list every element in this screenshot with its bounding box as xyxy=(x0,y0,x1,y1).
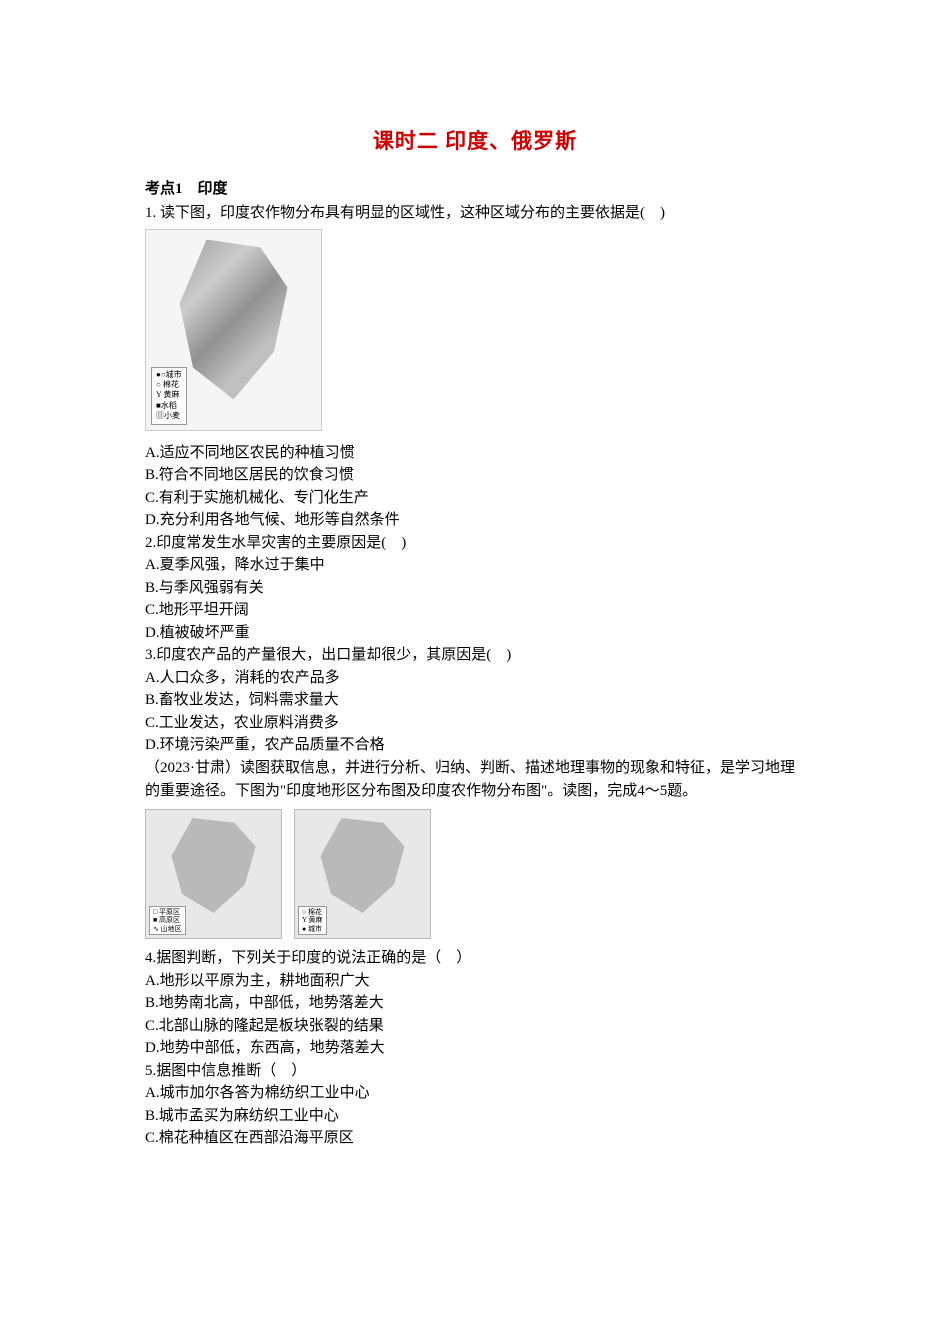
legend-item: Y 黄麻 xyxy=(302,916,323,924)
map-image: ●○城市 ○ 棉花 Y 黄麻 ■水稻 ▥小麦 xyxy=(145,229,322,431)
section-header: 考点1 印度 xyxy=(145,177,805,198)
question-1-stem: 1. 读下图，印度农作物分布具有明显的区域性，这种区域分布的主要依据是( ) xyxy=(145,202,805,225)
document-page: 课时二 印度、俄罗斯 考点1 印度 1. 读下图，印度农作物分布具有明显的区域性… xyxy=(0,0,950,1210)
option-a: A.人口众多，消耗的农产品多 xyxy=(145,667,805,690)
option-d: D.地势中部低，东西高，地势落差大 xyxy=(145,1037,805,1060)
legend-item: Y 黄麻 xyxy=(156,390,182,400)
option-c: C.北部山脉的隆起是板块张裂的结果 xyxy=(145,1015,805,1038)
legend-item: ■ 高原区 xyxy=(153,916,182,924)
legend-item: ● 城市 xyxy=(302,925,323,933)
legend-item: ■水稻 xyxy=(156,401,182,411)
map-crops: ○ 棉花 Y 黄麻 ● 城市 xyxy=(294,809,431,939)
question-4-stem: 4.据图判断，下列关于印度的说法正确的是（ ） xyxy=(145,947,805,970)
figure-pair: □ 平原区 ■ 高原区 ∿ 山地区 ○ 棉花 Y 黄麻 ● 城市 xyxy=(145,809,805,939)
option-c: C.地形平坦开阔 xyxy=(145,599,805,622)
option-c: C.有利于实施机械化、专门化生产 xyxy=(145,487,805,510)
map-legend: ○ 棉花 Y 黄麻 ● 城市 xyxy=(298,906,327,935)
option-b: B.与季风强弱有关 xyxy=(145,577,805,600)
option-b: B.畜牧业发达，饲料需求量大 xyxy=(145,689,805,712)
option-a: A.城市加尔各答为棉纺织工业中心 xyxy=(145,1082,805,1105)
legend-item: ∿ 山地区 xyxy=(153,925,182,933)
option-d: D.环境污染严重，农产品质量不合格 xyxy=(145,734,805,757)
map-legend: □ 平原区 ■ 高原区 ∿ 山地区 xyxy=(149,906,186,935)
context-4-5: （2023·甘肃）读图获取信息，并进行分析、归纳、判断、描述地理事物的现象和特征… xyxy=(145,757,805,804)
option-a: A.适应不同地区农民的种植习惯 xyxy=(145,442,805,465)
legend-item: ▥小麦 xyxy=(156,411,182,421)
legend-item: ●○城市 xyxy=(156,370,182,380)
option-d: D.充分利用各地气候、地形等自然条件 xyxy=(145,509,805,532)
option-c: C.棉花种植区在西部沿海平原区 xyxy=(145,1127,805,1150)
option-c: C.工业发达，农业原料消费多 xyxy=(145,712,805,735)
option-b: B.符合不同地区居民的饮食习惯 xyxy=(145,464,805,487)
question-5-stem: 5.据图中信息推断（ ） xyxy=(145,1060,805,1083)
legend-item: ○ 棉花 xyxy=(156,380,182,390)
lesson-title: 课时二 印度、俄罗斯 xyxy=(145,125,805,155)
option-d: D.植被破坏严重 xyxy=(145,622,805,645)
question-3-stem: 3.印度农产品的产量很大，出口量却很少，其原因是( ) xyxy=(145,644,805,667)
option-a: A.夏季风强，降水过于集中 xyxy=(145,554,805,577)
legend-item: ○ 棉花 xyxy=(302,908,323,916)
option-b: B.地势南北高，中部低，地势落差大 xyxy=(145,992,805,1015)
map-legend: ●○城市 ○ 棉花 Y 黄麻 ■水稻 ▥小麦 xyxy=(151,367,187,425)
question-2-stem: 2.印度常发生水旱灾害的主要原因是( ) xyxy=(145,532,805,555)
option-b: B.城市孟买为麻纺织工业中心 xyxy=(145,1105,805,1128)
option-a: A.地形以平原为主，耕地面积广大 xyxy=(145,970,805,993)
figure-india-crops-map: ●○城市 ○ 棉花 Y 黄麻 ■水稻 ▥小麦 xyxy=(145,229,805,436)
map-terrain: □ 平原区 ■ 高原区 ∿ 山地区 xyxy=(145,809,282,939)
legend-item: □ 平原区 xyxy=(153,908,182,916)
